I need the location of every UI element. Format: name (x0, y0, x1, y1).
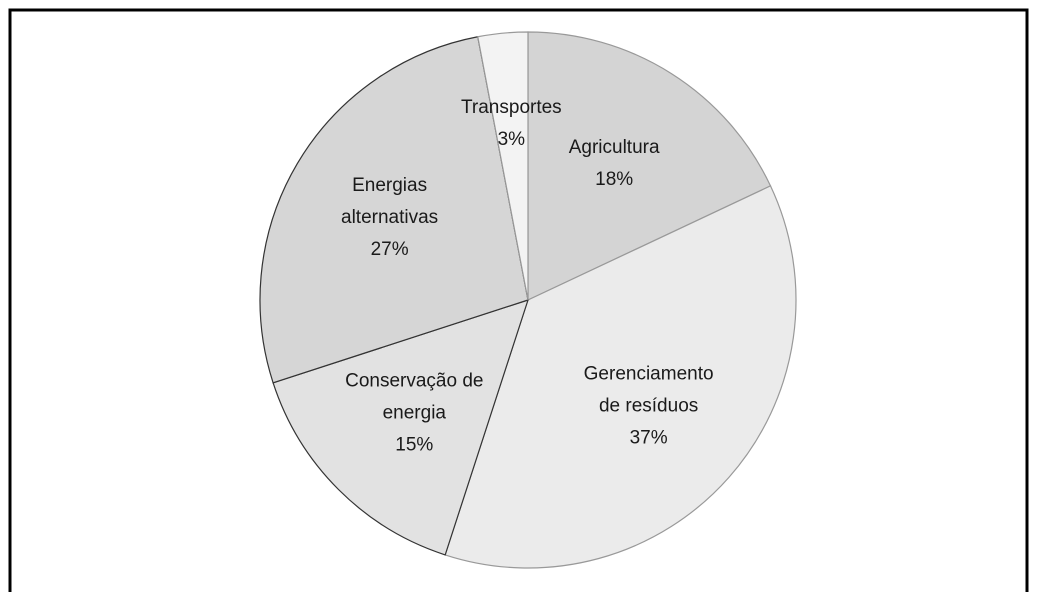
pie-slice (272, 299, 529, 556)
slice-category-label: Transportes (461, 97, 562, 118)
pie (259, 31, 797, 569)
pie-slice (259, 36, 529, 384)
slice-category-label: Agricultura (569, 137, 660, 158)
pie-labels: Agricultura 18% Gerenciamento de resíduos 37… (341, 97, 714, 456)
slice-value-label: 27% (371, 239, 409, 260)
slice-value-label: 18% (595, 169, 633, 190)
slice-category-label: Energias alternativas (341, 175, 438, 228)
slice-value-label: 15% (395, 435, 433, 456)
pie-slice (444, 185, 797, 569)
pie-slice (477, 31, 529, 301)
slice-value-label: 37% (630, 427, 668, 448)
slice-category-label: Conservação de energia (345, 371, 483, 424)
pie-slice (527, 31, 772, 301)
slice-category-label: Gerenciamento de resíduos (584, 363, 714, 416)
slice-value-label: 3% (498, 129, 526, 150)
